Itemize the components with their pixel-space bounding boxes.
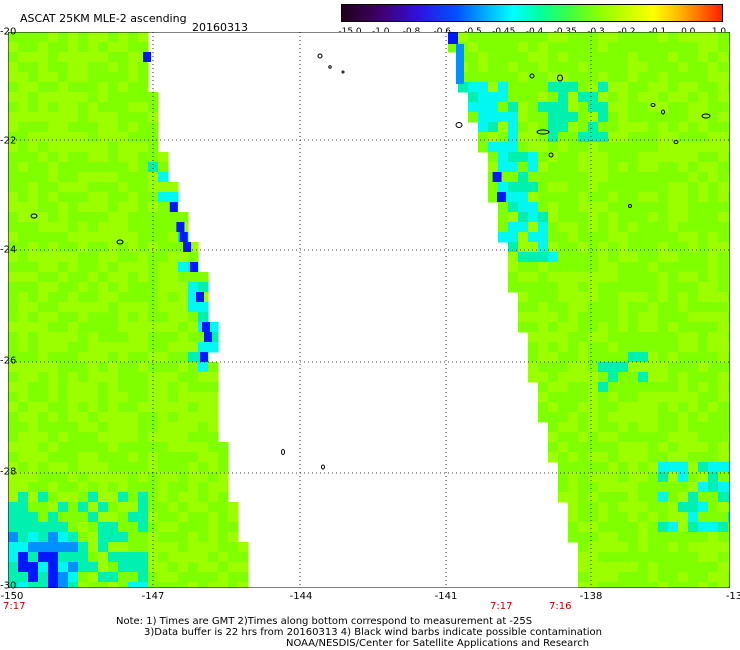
latitude-label: -30 <box>0 580 17 592</box>
swath-layer <box>8 32 730 588</box>
map-title: ASCAT 25KM MLE-2 ascending <box>20 12 187 25</box>
latitude-label: -28 <box>0 466 17 478</box>
wind-map <box>8 32 730 588</box>
colorbar <box>341 4 723 22</box>
latitude-label: -22 <box>0 135 17 147</box>
longitude-label: -13 <box>725 591 740 602</box>
latitude-label: -20 <box>0 26 17 38</box>
longitude-label: -150 <box>0 591 24 602</box>
time-label-right-2: 7:16 <box>549 601 572 612</box>
longitude-label: -144 <box>289 591 313 602</box>
gridlines <box>8 32 730 588</box>
latitude-label: -24 <box>0 244 17 256</box>
map-date: 20160313 <box>192 21 248 34</box>
note-line-3: NOAA/NESDIS/Center for Satellite Applica… <box>286 638 590 649</box>
island-outlines <box>30 53 730 470</box>
longitude-label: -138 <box>579 591 603 602</box>
note-line-2: 3)Data buffer is 22 hrs from 20160313 4)… <box>144 627 602 638</box>
time-label-left: 7:17 <box>3 601 26 612</box>
note-line-1: Note: 1) Times are GMT 2)Times along bot… <box>116 616 533 627</box>
longitude-label: -147 <box>141 591 165 602</box>
time-label-right-1: 7:17 <box>490 601 513 612</box>
notes-block: Note: 1) Times are GMT 2)Times along bot… <box>116 616 602 649</box>
longitude-label: -141 <box>434 591 458 602</box>
colorbar-gradient <box>342 5 722 21</box>
latitude-label: -26 <box>0 355 17 367</box>
